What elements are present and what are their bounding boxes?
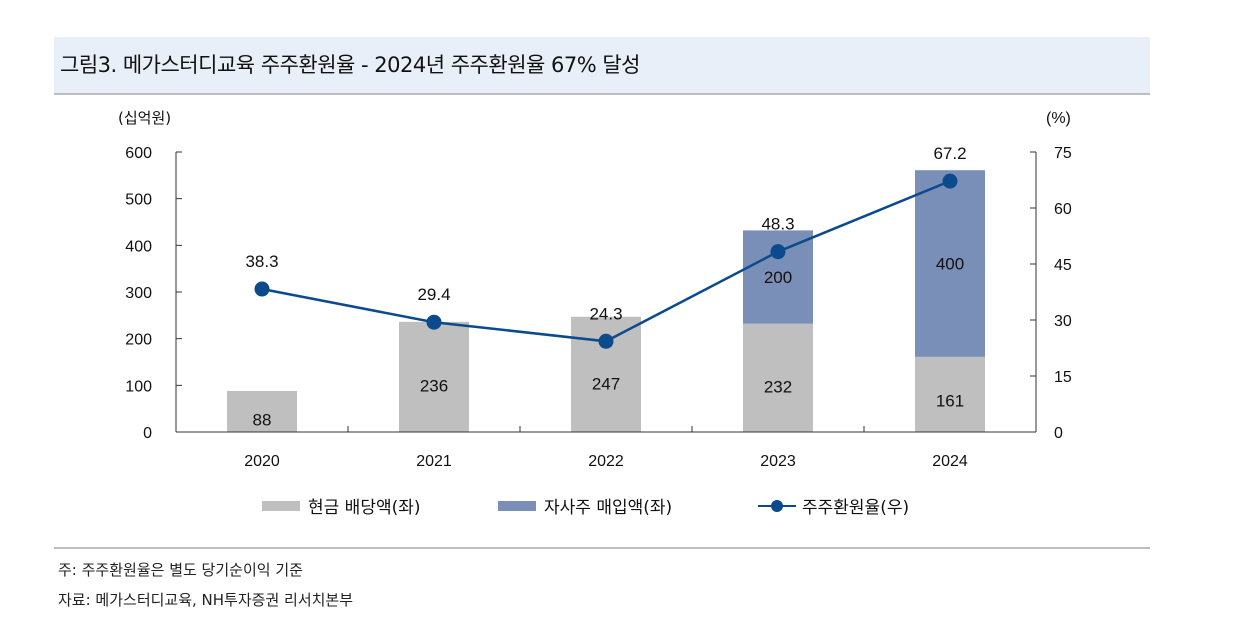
- bar-cash-dividend-2021: [399, 321, 469, 432]
- legend-item-buyback: 자사주 매입액(좌): [498, 493, 672, 518]
- bar-label: 200: [764, 268, 792, 287]
- line-point-2024: [942, 173, 958, 189]
- line-label: 48.3: [761, 215, 794, 234]
- footer-divider: [54, 547, 1150, 549]
- bar-label: 88: [253, 410, 272, 429]
- bar-label: 247: [592, 375, 620, 394]
- right-tick-label: 45: [1054, 257, 1072, 274]
- figure-title: 그림3. 메가스터디교육 주주환원율 - 2024년 주주환원율 67% 달성: [60, 53, 641, 77]
- figure-title-bar: 그림3. 메가스터디교육 주주환원율 - 2024년 주주환원율 67% 달성: [54, 37, 1150, 95]
- right-tick-label: 0: [1054, 425, 1063, 442]
- right-tick-label: 60: [1054, 201, 1072, 218]
- x-tick-label: 2021: [416, 453, 452, 470]
- right-tick-label: 30: [1054, 313, 1072, 330]
- legend-item-return-ratio: 주주환원율(우): [758, 493, 909, 518]
- left-tick-label: 0: [143, 425, 152, 442]
- legend-label: 자사주 매입액(좌): [544, 498, 673, 518]
- left-tick-label: 500: [125, 192, 152, 209]
- x-tick-label: 2020: [244, 453, 280, 470]
- left-axis-unit: (십억원): [118, 109, 171, 127]
- x-tick-label: 2024: [932, 453, 968, 470]
- line-point-2023: [770, 244, 786, 260]
- line-label: 38.3: [245, 252, 278, 271]
- line-point-2021: [426, 314, 442, 330]
- line-label: 24.3: [589, 304, 622, 323]
- left-tick-label: 200: [125, 332, 152, 349]
- right-axis-unit: (%): [1046, 110, 1071, 127]
- x-tick-label: 2023: [760, 453, 796, 470]
- left-tick-label: 600: [125, 145, 152, 162]
- legend-swatch-cash-dividend: [262, 500, 300, 511]
- bar-label: 400: [936, 255, 964, 274]
- right-tick-label: 15: [1054, 369, 1072, 386]
- bar-label: 161: [936, 391, 964, 410]
- left-tick-label: 400: [125, 238, 152, 255]
- source-note: 자료: 메가스터디교육, NH투자증권 리서치본부: [58, 591, 354, 609]
- bar-cash-dividend-2020: [227, 390, 297, 432]
- left-tick-label: 100: [125, 378, 152, 395]
- bar-cash-dividend-2024: [915, 356, 985, 432]
- line-label: 67.2: [933, 144, 966, 163]
- footnote: 주: 주주환원율은 별도 당기순이익 기준: [58, 561, 303, 579]
- right-tick-label: 75: [1054, 145, 1072, 162]
- x-tick-label: 2022: [588, 453, 624, 470]
- line-label: 29.4: [417, 285, 450, 304]
- bar-label: 236: [420, 377, 448, 396]
- legend-label: 현금 배당액(좌): [308, 498, 421, 518]
- bar-buyback-2024: [915, 170, 985, 357]
- line-point-2020: [254, 281, 270, 297]
- legend-swatch-buyback: [498, 500, 536, 511]
- left-tick-label: 300: [125, 285, 152, 302]
- bar-label: 232: [764, 378, 792, 397]
- legend-item-cash-dividend: 현금 배당액(좌): [262, 493, 421, 518]
- legend-label: 주주환원율(우): [802, 498, 910, 518]
- bar-cash-dividend-2023: [743, 323, 813, 432]
- legend: 현금 배당액(좌) 자사주 매입액(좌) 주주환원율(우): [0, 493, 1234, 518]
- line-point-2022: [598, 333, 614, 349]
- legend-line-marker-icon: [758, 499, 796, 513]
